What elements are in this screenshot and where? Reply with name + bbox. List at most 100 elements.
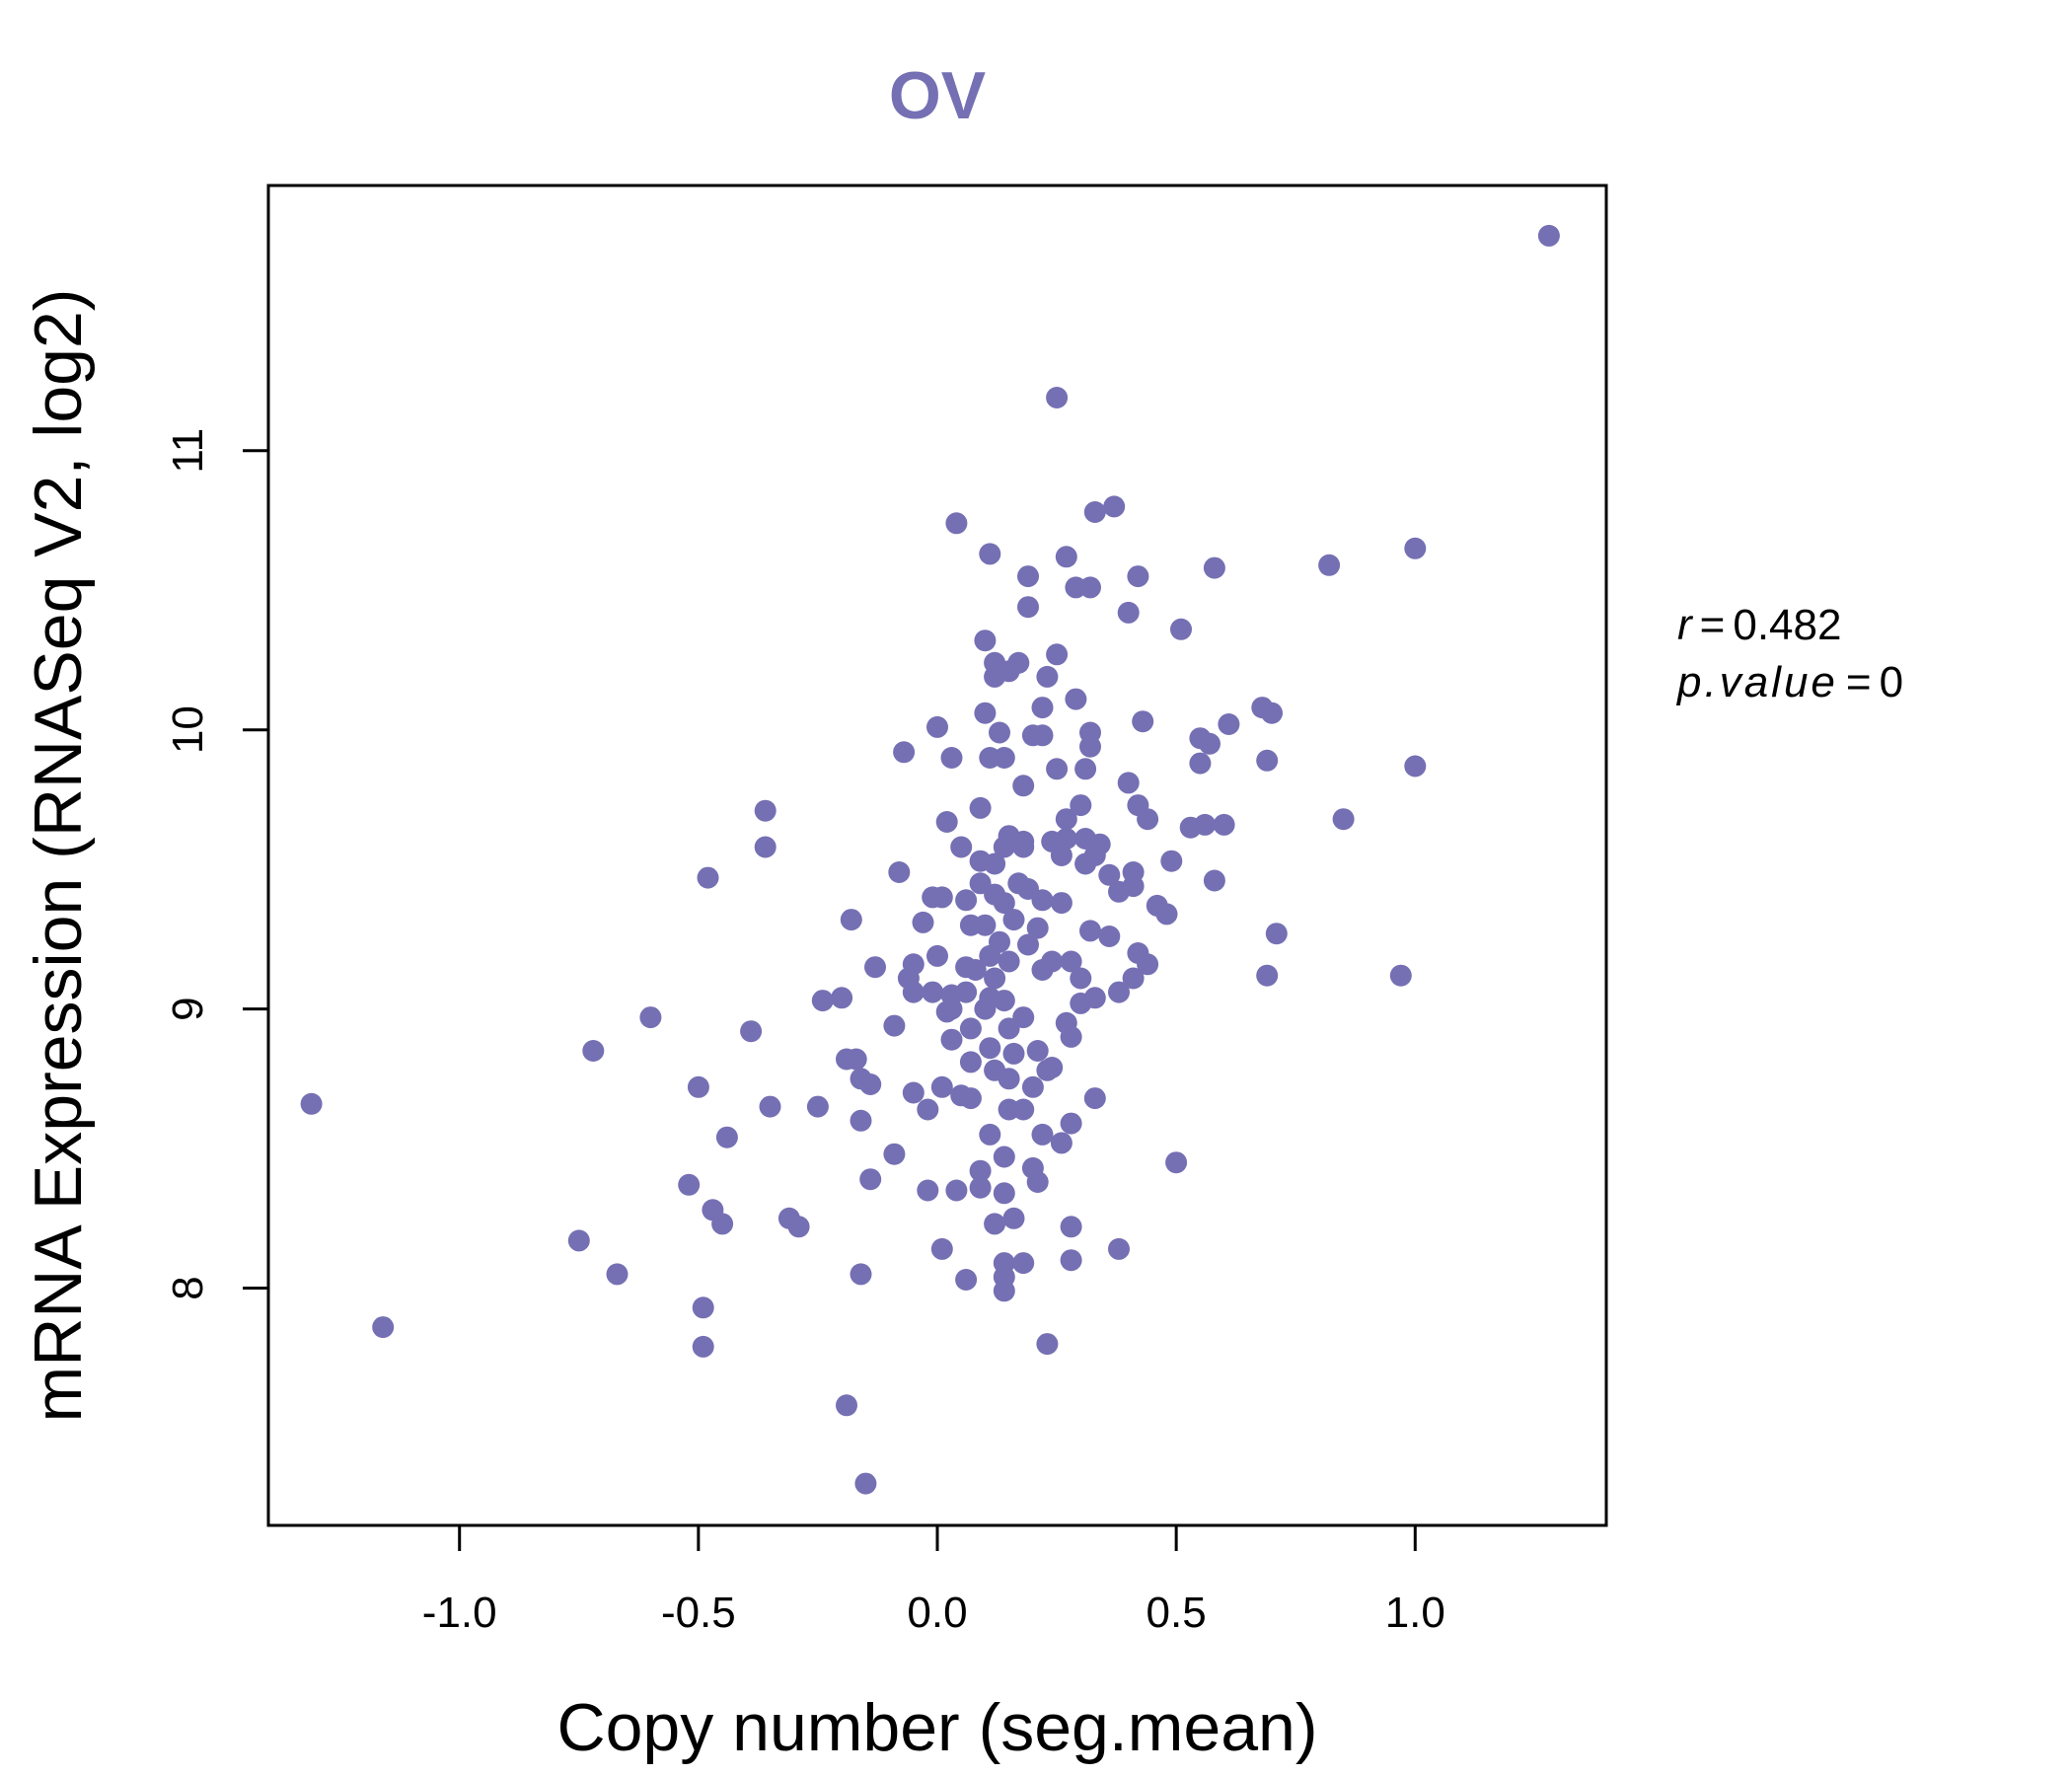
data-point [1055, 828, 1077, 850]
data-point [1060, 1249, 1082, 1272]
data-point [974, 998, 997, 1020]
data-point [1404, 537, 1427, 559]
data-point [836, 1394, 857, 1417]
data-point [883, 1143, 906, 1165]
data-point [1332, 808, 1355, 831]
x-tick-label: -0.5 [661, 1589, 736, 1637]
data-point [1103, 495, 1126, 518]
data-point [1079, 920, 1101, 942]
data-point [893, 741, 916, 764]
data-point [759, 1095, 781, 1118]
y-axis-label: mRNA Expression (RNASeq V2, log2) [21, 289, 96, 1423]
data-point [831, 987, 853, 1009]
data-point [1060, 1112, 1082, 1135]
data-point [1127, 565, 1149, 588]
data-point [1137, 808, 1159, 831]
data-point [1012, 775, 1035, 797]
data-point [950, 836, 973, 858]
data-point [1002, 909, 1025, 931]
data-point [1199, 732, 1221, 755]
data-point [912, 911, 934, 933]
data-point [1189, 752, 1212, 775]
data-point [959, 1087, 982, 1110]
data-point [1026, 917, 1049, 939]
data-point [639, 1006, 662, 1029]
data-point [740, 1020, 763, 1043]
data-point [945, 1179, 968, 1202]
data-point [993, 1146, 1015, 1168]
data-point [1041, 1057, 1064, 1078]
data-point [930, 1075, 953, 1098]
p-value: 0 [1880, 658, 1903, 706]
data-point [1021, 1075, 1044, 1098]
data-point [984, 967, 1006, 990]
data-point [959, 1017, 982, 1040]
data-point [989, 721, 1010, 744]
data-point [1012, 830, 1035, 852]
data-point [1261, 702, 1283, 724]
data-point [1265, 923, 1288, 945]
data-point [1060, 950, 1082, 973]
data-point [1074, 852, 1097, 875]
data-point [1026, 1040, 1049, 1062]
data-point [1031, 697, 1054, 719]
data-point [979, 1123, 1001, 1146]
data-point [1050, 1132, 1073, 1154]
data-point [854, 1472, 877, 1495]
data-point [687, 1075, 709, 1098]
data-point [1083, 1087, 1106, 1110]
data-point [1036, 665, 1059, 688]
data-point [1031, 889, 1054, 912]
data-point [1122, 967, 1145, 990]
data-point [582, 1040, 605, 1062]
data-point [1083, 987, 1106, 1009]
data-point [1031, 959, 1054, 981]
data-point [989, 930, 1010, 953]
data-point [1036, 1333, 1059, 1356]
data-point [1137, 953, 1159, 976]
data-point [1218, 713, 1240, 735]
data-point [1060, 1025, 1082, 1048]
data-point [974, 629, 997, 652]
data-point [1079, 735, 1101, 758]
data-point [1098, 925, 1121, 947]
data-point [1194, 813, 1217, 836]
data-point [969, 1159, 992, 1182]
data-point [811, 990, 834, 1012]
data-point [998, 950, 1020, 973]
data-point [850, 1109, 872, 1132]
x-tick-label: 0.0 [907, 1589, 967, 1637]
y-tick-label: 8 [164, 1276, 212, 1299]
data-point [711, 1213, 734, 1235]
data-point [1046, 643, 1069, 666]
data-point [998, 1068, 1020, 1090]
data-point [1170, 618, 1192, 640]
data-point [859, 1168, 882, 1191]
data-point [1017, 565, 1039, 588]
data-point [984, 852, 1006, 875]
data-point [917, 1179, 939, 1202]
x-tick-label: -1.0 [422, 1589, 497, 1637]
data-point [993, 990, 1015, 1012]
data-point [974, 914, 997, 936]
data-point [1165, 1151, 1188, 1174]
r-statistic: r = 0.482 [1677, 601, 1841, 649]
data-point [787, 1216, 810, 1238]
data-point [1065, 688, 1087, 710]
data-point [979, 1037, 1001, 1060]
x-axis-label: Copy number (seg.mean) [556, 1690, 1317, 1765]
data-point [1318, 554, 1341, 576]
data-point [715, 1126, 738, 1148]
data-point [1031, 1123, 1054, 1146]
data-point [1050, 892, 1073, 915]
data-point [969, 796, 992, 819]
data-point [959, 1051, 982, 1073]
plot-frame [266, 184, 1608, 1527]
data-point [1031, 724, 1054, 747]
p-label: p.value [1675, 658, 1838, 706]
data-point [955, 1269, 978, 1291]
data-point [984, 1213, 1006, 1235]
data-point [888, 861, 911, 883]
data-point [372, 1316, 395, 1339]
